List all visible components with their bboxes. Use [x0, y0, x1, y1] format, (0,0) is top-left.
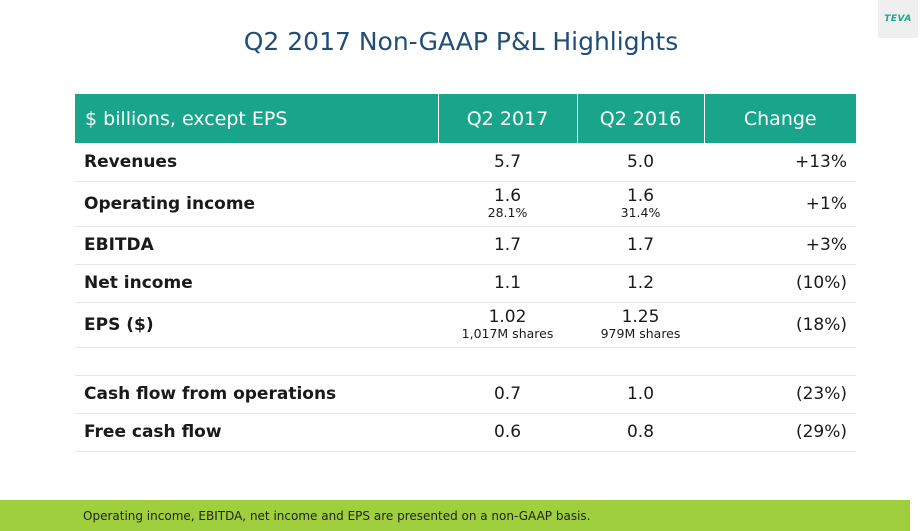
row-label: Free cash flow — [75, 413, 438, 452]
cell-change: (29%) — [704, 413, 856, 452]
row-label: EBITDA — [75, 226, 438, 265]
cell-q2-2017: 1.6 28.1% — [438, 181, 577, 227]
cell-change: (23%) — [704, 375, 856, 414]
table-row: Cash flow from operations 0.7 1.0 (23%) — [75, 375, 856, 414]
row-label: Cash flow from operations — [75, 375, 438, 414]
cell-q2-2017: 0.7 — [438, 375, 577, 414]
footer-bar: Operating income, EBITDA, net income and… — [0, 500, 910, 531]
cell-margin: 28.1% — [487, 205, 528, 220]
header-q2-2017: Q2 2017 — [438, 94, 578, 143]
spacer-row — [75, 347, 856, 376]
table-row: EPS ($) 1.02 1,017M shares 1.25 979M sha… — [75, 302, 856, 348]
cell-change: (18%) — [704, 302, 856, 348]
cell-value: 1.02 — [488, 307, 527, 327]
cell-q2-2016: 1.2 — [577, 264, 704, 303]
table-row: EBITDA 1.7 1.7 +3% — [75, 226, 856, 265]
header-change: Change — [704, 94, 856, 143]
cell-q2-2017: 0.6 — [438, 413, 577, 452]
cell-q2-2017: 1.7 — [438, 226, 577, 265]
cell-q2-2016: 5.0 — [577, 143, 704, 182]
cell-q2-2017: 5.7 — [438, 143, 577, 182]
footer-note: Operating income, EBITDA, net income and… — [83, 509, 591, 523]
row-label: Revenues — [75, 143, 438, 182]
header-metric: $ billions, except EPS — [75, 94, 439, 143]
cell-change: +3% — [704, 226, 856, 265]
row-label: Net income — [75, 264, 438, 303]
row-label: EPS ($) — [75, 302, 438, 348]
cell-q2-2016: 1.0 — [577, 375, 704, 414]
cell-margin: 31.4% — [620, 205, 661, 220]
cell-q2-2017: 1.1 — [438, 264, 577, 303]
teva-logo: TEVA — [878, 0, 918, 38]
cell-q2-2016: 1.25 979M shares — [577, 302, 704, 348]
table-row: Net income 1.1 1.2 (10%) — [75, 264, 856, 303]
header-q2-2016: Q2 2016 — [577, 94, 705, 143]
cell-value: 1.6 — [626, 186, 655, 206]
cell-shares: 1,017M shares — [461, 326, 554, 341]
logo-text: TEVA — [884, 14, 912, 24]
cell-q2-2016: 1.7 — [577, 226, 704, 265]
table-row: Revenues 5.7 5.0 +13% — [75, 143, 856, 182]
cell-value: 1.6 — [493, 186, 522, 206]
cell-q2-2016: 0.8 — [577, 413, 704, 452]
cell-change: +1% — [704, 181, 856, 227]
row-label: Operating income — [75, 181, 438, 227]
table-header-row: $ billions, except EPS Q2 2017 Q2 2016 C… — [75, 94, 856, 143]
table-row: Free cash flow 0.6 0.8 (29%) — [75, 413, 856, 452]
cell-q2-2017: 1.02 1,017M shares — [438, 302, 577, 348]
cell-q2-2016: 1.6 31.4% — [577, 181, 704, 227]
cell-shares: 979M shares — [600, 326, 681, 341]
cell-change: +13% — [704, 143, 856, 182]
cell-change: (10%) — [704, 264, 856, 303]
cell-value: 1.25 — [621, 307, 660, 327]
table-row: Operating income 1.6 28.1% 1.6 31.4% +1% — [75, 181, 856, 227]
page-title: Q2 2017 Non-GAAP P&L Highlights — [243, 27, 679, 56]
pl-highlights-table: $ billions, except EPS Q2 2017 Q2 2016 C… — [75, 94, 856, 452]
